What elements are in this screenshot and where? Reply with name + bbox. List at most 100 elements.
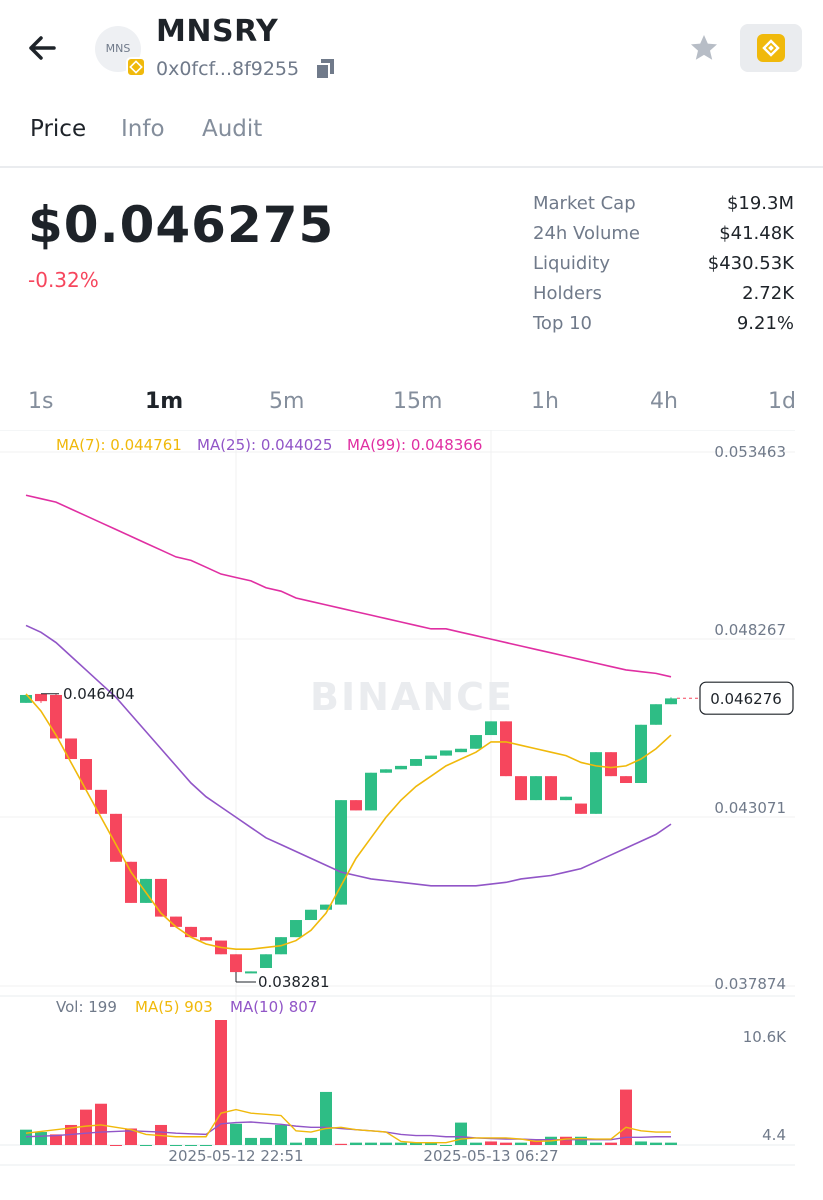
interval-1d[interactable]: 1d	[768, 389, 796, 414]
candle-down	[185, 926, 197, 938]
interval-4h[interactable]: 4h	[650, 389, 678, 414]
candle-up	[290, 920, 302, 938]
price-chart[interactable]: BINANCE MA(7): 0.044761 MA(25): 0.044025 M…	[0, 430, 823, 1180]
candle-down	[80, 759, 92, 790]
volume-bar	[365, 1142, 377, 1145]
stat-label-liquidity: Liquidity	[533, 253, 611, 274]
low-label: 0.038281	[258, 973, 330, 991]
stat-value-holders: 2.72K	[742, 283, 794, 304]
stat-value-top10: 9.21%	[736, 313, 794, 334]
volume-bar	[455, 1122, 467, 1145]
candle-down	[125, 861, 137, 903]
candle-up	[440, 750, 452, 756]
tab-info[interactable]: Info	[121, 116, 165, 142]
candle-up	[20, 694, 32, 703]
volume-bar	[650, 1142, 662, 1145]
volume-bar	[140, 1145, 152, 1146]
volume-bar	[515, 1142, 527, 1145]
candle-up	[320, 904, 332, 910]
favorite-star-icon[interactable]	[688, 32, 720, 64]
contract-address: 0x0fcf...8f9255	[156, 58, 300, 80]
candle-down	[95, 789, 107, 814]
candle-up	[380, 769, 392, 773]
volume-y-tick: 4.4	[762, 1126, 786, 1144]
volume-bar	[170, 1145, 182, 1146]
candle-down	[515, 776, 527, 801]
y-tick-label: 0.053463	[714, 443, 786, 461]
interval-1h[interactable]: 1h	[531, 389, 559, 414]
volume-bar	[230, 1123, 242, 1145]
watermark: BINANCE	[310, 675, 514, 719]
back-arrow-icon[interactable]	[24, 30, 60, 66]
candle-up	[470, 735, 482, 749]
current-price: $0.046275	[28, 196, 335, 254]
y-tick-label: 0.048267	[714, 621, 786, 639]
volume-label: Vol: 199	[56, 998, 117, 1016]
candle-up	[260, 954, 272, 968]
candle-up	[365, 772, 377, 811]
candle-down	[575, 803, 587, 814]
volume-ma5-line	[25, 1108, 671, 1144]
volume-bar	[665, 1142, 677, 1145]
candle-down	[170, 916, 182, 927]
token-logo: MNS	[95, 26, 141, 72]
candle-up	[245, 971, 257, 974]
volume-ma10-label: MA(10) 807	[230, 998, 317, 1016]
stat-label-top10: Top 10	[533, 313, 593, 334]
volume-bar	[35, 1132, 47, 1145]
volume-bar	[350, 1142, 362, 1145]
volume-bar	[125, 1128, 137, 1145]
candle-down	[605, 752, 617, 777]
candle-down	[50, 694, 62, 739]
interval-15m[interactable]: 15m	[393, 389, 443, 414]
interval-1m[interactable]: 1m	[145, 389, 184, 414]
bnb-chain-badge-icon	[126, 57, 146, 77]
interval-1s[interactable]: 1s	[28, 389, 54, 414]
candle-up	[560, 796, 572, 801]
tab-audit[interactable]: Audit	[202, 116, 263, 142]
volume-bar	[575, 1136, 587, 1145]
ma25-label: MA(25): 0.044025	[197, 436, 332, 454]
volume-bar	[380, 1142, 392, 1145]
candle-up	[455, 748, 467, 753]
volume-bar	[410, 1142, 422, 1145]
volume-bar	[215, 1020, 227, 1145]
candle-up	[590, 752, 602, 814]
candle-up	[425, 755, 437, 760]
candle-down	[230, 954, 242, 973]
bnb-chain-button[interactable]	[740, 24, 802, 72]
candle-up	[485, 721, 497, 736]
candle-down	[545, 776, 557, 801]
interval-5m[interactable]: 5m	[269, 389, 305, 414]
volume-bar	[305, 1137, 317, 1145]
candle-down	[350, 800, 362, 811]
current-price-tag	[699, 681, 794, 715]
y-tick-label: 0.037874	[714, 975, 786, 993]
stat-label-holders: Holders	[533, 283, 602, 304]
candle-down	[65, 738, 77, 760]
candle-down	[500, 721, 512, 777]
volume-bar	[110, 1145, 122, 1146]
volume-bar	[80, 1109, 92, 1145]
volume-bar	[260, 1137, 272, 1145]
tab-price[interactable]: Price	[30, 116, 87, 142]
volume-bar	[185, 1145, 197, 1146]
ma7-line	[25, 693, 672, 950]
candle-up	[335, 800, 347, 905]
token-title: MNSRY	[156, 14, 279, 49]
volume-bar	[635, 1141, 647, 1145]
volume-bar	[485, 1141, 497, 1145]
copy-icon[interactable]	[314, 58, 336, 80]
candle-down	[155, 878, 167, 917]
volume-bar	[605, 1142, 617, 1145]
candle-up	[635, 724, 647, 784]
volume-bar	[530, 1140, 542, 1145]
stat-label-market-cap: Market Cap	[533, 193, 636, 214]
candle-up	[530, 776, 542, 801]
ma25-line	[25, 624, 672, 887]
volume-ma10-line	[25, 1121, 671, 1141]
volume-bar	[245, 1137, 257, 1145]
stat-value-market-cap: $19.3M	[726, 193, 794, 214]
volume-ma5-label: MA(5) 903	[135, 998, 213, 1016]
volume-bar	[320, 1091, 332, 1145]
